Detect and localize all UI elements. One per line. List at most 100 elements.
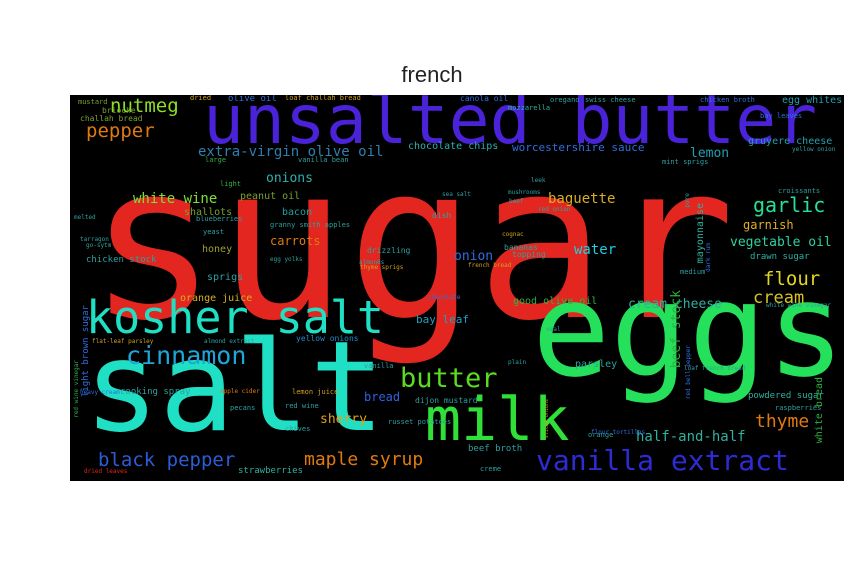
word-pecans: pecans (230, 404, 256, 412)
word-pepper: pepper (86, 120, 155, 142)
word-brioche: brioche (102, 106, 136, 115)
word-cloud: sugar eggs salt unsalted butter milk kosher s… (70, 95, 844, 481)
word-thyme-sprigs: thyme sprigs (360, 264, 404, 271)
word-russet-potatoes: russet potatoes (388, 418, 452, 426)
word-onion: onion (454, 249, 494, 264)
word-dijon-mustard: dijon mustard (415, 396, 478, 405)
word-butter: butter (400, 363, 498, 394)
word-thyme: thyme (755, 411, 810, 432)
word-sea-salt: sea salt (442, 191, 471, 198)
word-vanilla: vanilla (364, 362, 394, 370)
word-maple-syrup: maple syrup (304, 449, 424, 470)
word-mint-sprigs: mint sprigs (662, 158, 709, 166)
word-drizzling: drizzling (367, 246, 411, 255)
word-dried: dried (190, 95, 212, 102)
word-vanilla-bean: vanilla bean (298, 156, 349, 164)
word-sprigs: sprigs (207, 272, 244, 283)
word-mushrooms: mushrooms (508, 189, 541, 196)
word-flat-leaf-parsley: flat-leaf parsley (92, 338, 154, 345)
word-drawn-sugar: drawn sugar (750, 252, 810, 262)
word-dried-leaves: dried leaves (84, 468, 128, 475)
word-cream-cheese: cream cheese (628, 297, 722, 312)
word-garlic: garlic (753, 193, 826, 217)
word-croissants: croissants (778, 187, 821, 195)
word-onions: onions (266, 171, 313, 186)
word-flour: flour (763, 268, 821, 290)
word-beef-broth: beef broth (468, 444, 523, 454)
word-granny-smith-apples: granny smith apples (270, 221, 351, 229)
word-heavy-cream: heavy cream (80, 389, 120, 396)
chart-title: french (401, 62, 463, 87)
word-parsley: parsley (575, 359, 618, 370)
word-cognac: cognac (502, 231, 524, 238)
word-chives: chives (285, 425, 311, 433)
word-sliced-onions: sliced onions (544, 399, 550, 439)
word-flour-tortillas: flour tortillas (591, 429, 646, 436)
word-water: water (574, 242, 617, 258)
word-unsalted-butter: unsalted butter (203, 95, 818, 160)
word-nutmeg: nutmeg (110, 95, 179, 117)
word-cream: cream (753, 288, 805, 308)
word-canola-oil: canola oil (460, 95, 509, 103)
word-almonds: almonds (359, 259, 385, 266)
word-eggs: eggs (532, 254, 844, 406)
word-bay-leaves: bay leaves (760, 112, 803, 120)
word-chicken-broth: chicken broth (700, 96, 755, 104)
word-apple-cider: apple cider (220, 388, 260, 395)
word-garnish: garnish (743, 218, 794, 232)
word-chicken-stock: chicken stock (86, 255, 157, 265)
word-go-sytm: go-sytm (86, 242, 112, 249)
word-orange-juice: orange juice (180, 293, 253, 304)
word-leek: leek (531, 177, 546, 184)
word-dark-rum: dark rum (705, 243, 712, 272)
word-cinnamon: cinnamon (126, 341, 247, 370)
word-shallots: shallots (184, 207, 233, 218)
word-chocolate: chocolate (428, 294, 461, 301)
word-worcestershire-sauce: worcestershire sauce (512, 141, 645, 154)
word-light-brown-sugar: light brown sugar (81, 305, 91, 398)
word-egg-whites: egg whites (782, 95, 843, 106)
word-melted: melted (74, 214, 96, 221)
word-tarragon: tarragon (80, 236, 109, 243)
word-baguette: baguette (548, 191, 616, 207)
word-challah-bread: challah bread (80, 114, 143, 123)
word-medium: medium (680, 268, 706, 276)
word-light: light (220, 180, 242, 188)
word-veal: veal (546, 326, 561, 333)
word-bay-leaf: bay leaf (416, 313, 469, 326)
word-half-and-half: half-and-half (636, 429, 746, 445)
word-plain: plain (508, 359, 527, 366)
word-loaf-challah-bread: loaf challah bread (285, 95, 361, 102)
word-almond-extract: almond extract (204, 338, 255, 345)
word-mozzarella: mozzarella (508, 104, 551, 112)
word-extra-virgin-olive-oil: extra-virgin olive oil (198, 144, 384, 160)
word-yeast: yeast (203, 228, 225, 236)
word-beef: beef (509, 198, 524, 205)
word-french-bread: french bread (468, 262, 512, 269)
word-raspberries: raspberries (775, 404, 822, 412)
word-bacon: bacon (282, 207, 313, 218)
word-peanut-oil: peanut oil (240, 191, 301, 202)
word-black-pepper: black pepper (98, 449, 236, 471)
word-swiss-cheese: swiss cheese (585, 96, 636, 104)
word-olive-oil: olive oil (228, 95, 277, 104)
word-chocolate-chips: chocolate chips (408, 141, 499, 152)
word-loaf-french-bread: loaf french bread (684, 365, 746, 372)
word-cooking-spray: cooking spray (120, 387, 191, 397)
word-egg-yolks: egg yolks (270, 256, 303, 263)
word-lemon: lemon (690, 146, 730, 161)
word-carrots: carrots (270, 234, 321, 248)
word-milk: milk (425, 385, 570, 455)
word-good-olive-oil: good olive oil (513, 296, 598, 307)
word-creme: creme (480, 465, 502, 473)
word-strawberries: strawberries (238, 466, 304, 476)
word-white-wine: white wine (133, 191, 218, 207)
word-honey: honey (202, 244, 233, 255)
word-oregano: oregano (550, 96, 580, 104)
word-beef-stock: beef stock (669, 290, 684, 369)
word-yellow-onion: yellow onion (792, 146, 836, 153)
word-bananas: bananas (504, 243, 538, 252)
word-yellow-onions: yellow onions (296, 334, 359, 343)
word-kosher-salt: kosher salt (86, 291, 385, 344)
word-topping: topping (512, 250, 546, 259)
